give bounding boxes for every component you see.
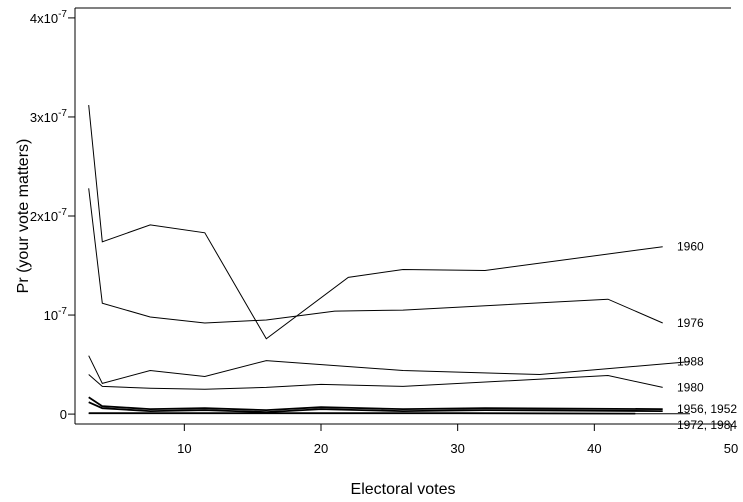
- series-label-6: 1972, 1984: [677, 418, 737, 432]
- series-label-1: 1976: [677, 316, 704, 330]
- chart-axes: 10 20 30 40 50 0 10-7 2x10-7 3x10-7 4x10-7: [30, 7, 738, 456]
- series-label-4: 1956, 1952: [677, 402, 737, 416]
- x-tick-label: 40: [587, 441, 601, 456]
- x-tick-label: 30: [450, 441, 464, 456]
- series-line-3: [88, 374, 663, 390]
- x-tick-label: 20: [314, 441, 328, 456]
- series-line-4: [88, 396, 663, 412]
- y-tick-label: 4x10-7: [30, 9, 68, 26]
- x-tick-label: 10: [177, 441, 191, 456]
- y-axis-title: Pr (your vote matters): [15, 139, 32, 294]
- chart-series-lines: [88, 105, 691, 415]
- series-label-3: 1980: [677, 380, 704, 394]
- x-tick-label: 50: [724, 441, 738, 456]
- series-line-2: [88, 355, 691, 384]
- series-line-0: [88, 105, 663, 340]
- series-line-5: [88, 401, 663, 414]
- chart-series-labels: 1960 1976 1988 1980 1956, 1952 1972, 1984: [677, 240, 737, 432]
- series-line-1: [88, 188, 663, 324]
- series-label-0: 1960: [677, 240, 704, 254]
- y-tick-label: 0: [60, 407, 67, 422]
- y-tick-label: 3x10-7: [30, 108, 68, 125]
- y-tick-label: 2x10-7: [30, 207, 68, 224]
- x-axis-title: Electoral votes: [351, 481, 456, 498]
- series-label-2: 1988: [677, 355, 704, 369]
- y-tick-label: 10-7: [44, 306, 68, 323]
